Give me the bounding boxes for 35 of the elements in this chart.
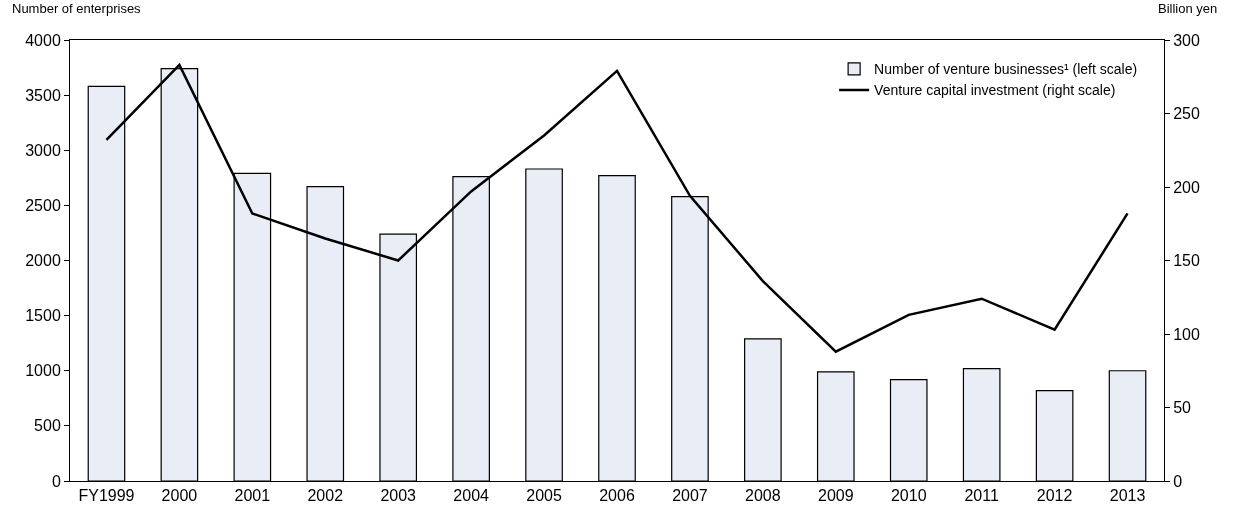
y2-tick-label: 50 [1173, 399, 1192, 417]
y2-tick-label: 150 [1173, 252, 1200, 270]
y-tick-label: 1000 [25, 362, 61, 380]
x-tick-label: 2012 [1036, 487, 1073, 505]
y2-tick-label: 100 [1173, 325, 1200, 343]
x-tick-label: 2000 [161, 487, 198, 505]
y-tick-label: 3000 [25, 141, 61, 159]
x-tick-label: 2006 [599, 487, 635, 505]
y-tick-label: 4000 [25, 31, 61, 49]
x-tick-label: 2010 [890, 487, 927, 505]
x-tick-label: 2013 [1109, 487, 1146, 505]
legend-label: Number of venture businesses¹ (left scale) [874, 61, 1138, 78]
x-tick-label: 2001 [234, 487, 271, 505]
y-tick-label: 2500 [25, 196, 61, 214]
y-tick-label: 500 [34, 417, 61, 435]
y-axis-title: Number of enterprises [12, 1, 142, 16]
y2-tick-label: 250 [1173, 105, 1200, 123]
x-tick-label: 2008 [745, 487, 781, 505]
x-tick-label: 2011 [964, 487, 999, 505]
x-tick-label: 2003 [380, 487, 417, 505]
x-tick-label: 2007 [672, 487, 708, 505]
x-tick-label: 2004 [453, 487, 490, 505]
y-tick-label: 2000 [25, 252, 61, 270]
x-tick-label: 2009 [818, 487, 854, 505]
y-tick-label: 0 [51, 472, 61, 490]
x-tick-label: 2005 [526, 487, 562, 505]
x-tick-label: FY1999 [78, 487, 135, 505]
x-tick-label: 2002 [307, 487, 344, 505]
y2-axis-title: Billion yen [1158, 1, 1218, 16]
y-tick-label: 3500 [25, 86, 61, 104]
legend-label: Venture capital investment (right scale) [874, 82, 1116, 99]
y2-tick-label: 0 [1173, 472, 1183, 490]
y2-tick-label: 200 [1173, 178, 1200, 196]
y-tick-label: 1500 [25, 307, 61, 325]
y2-tick-label: 300 [1173, 31, 1200, 49]
